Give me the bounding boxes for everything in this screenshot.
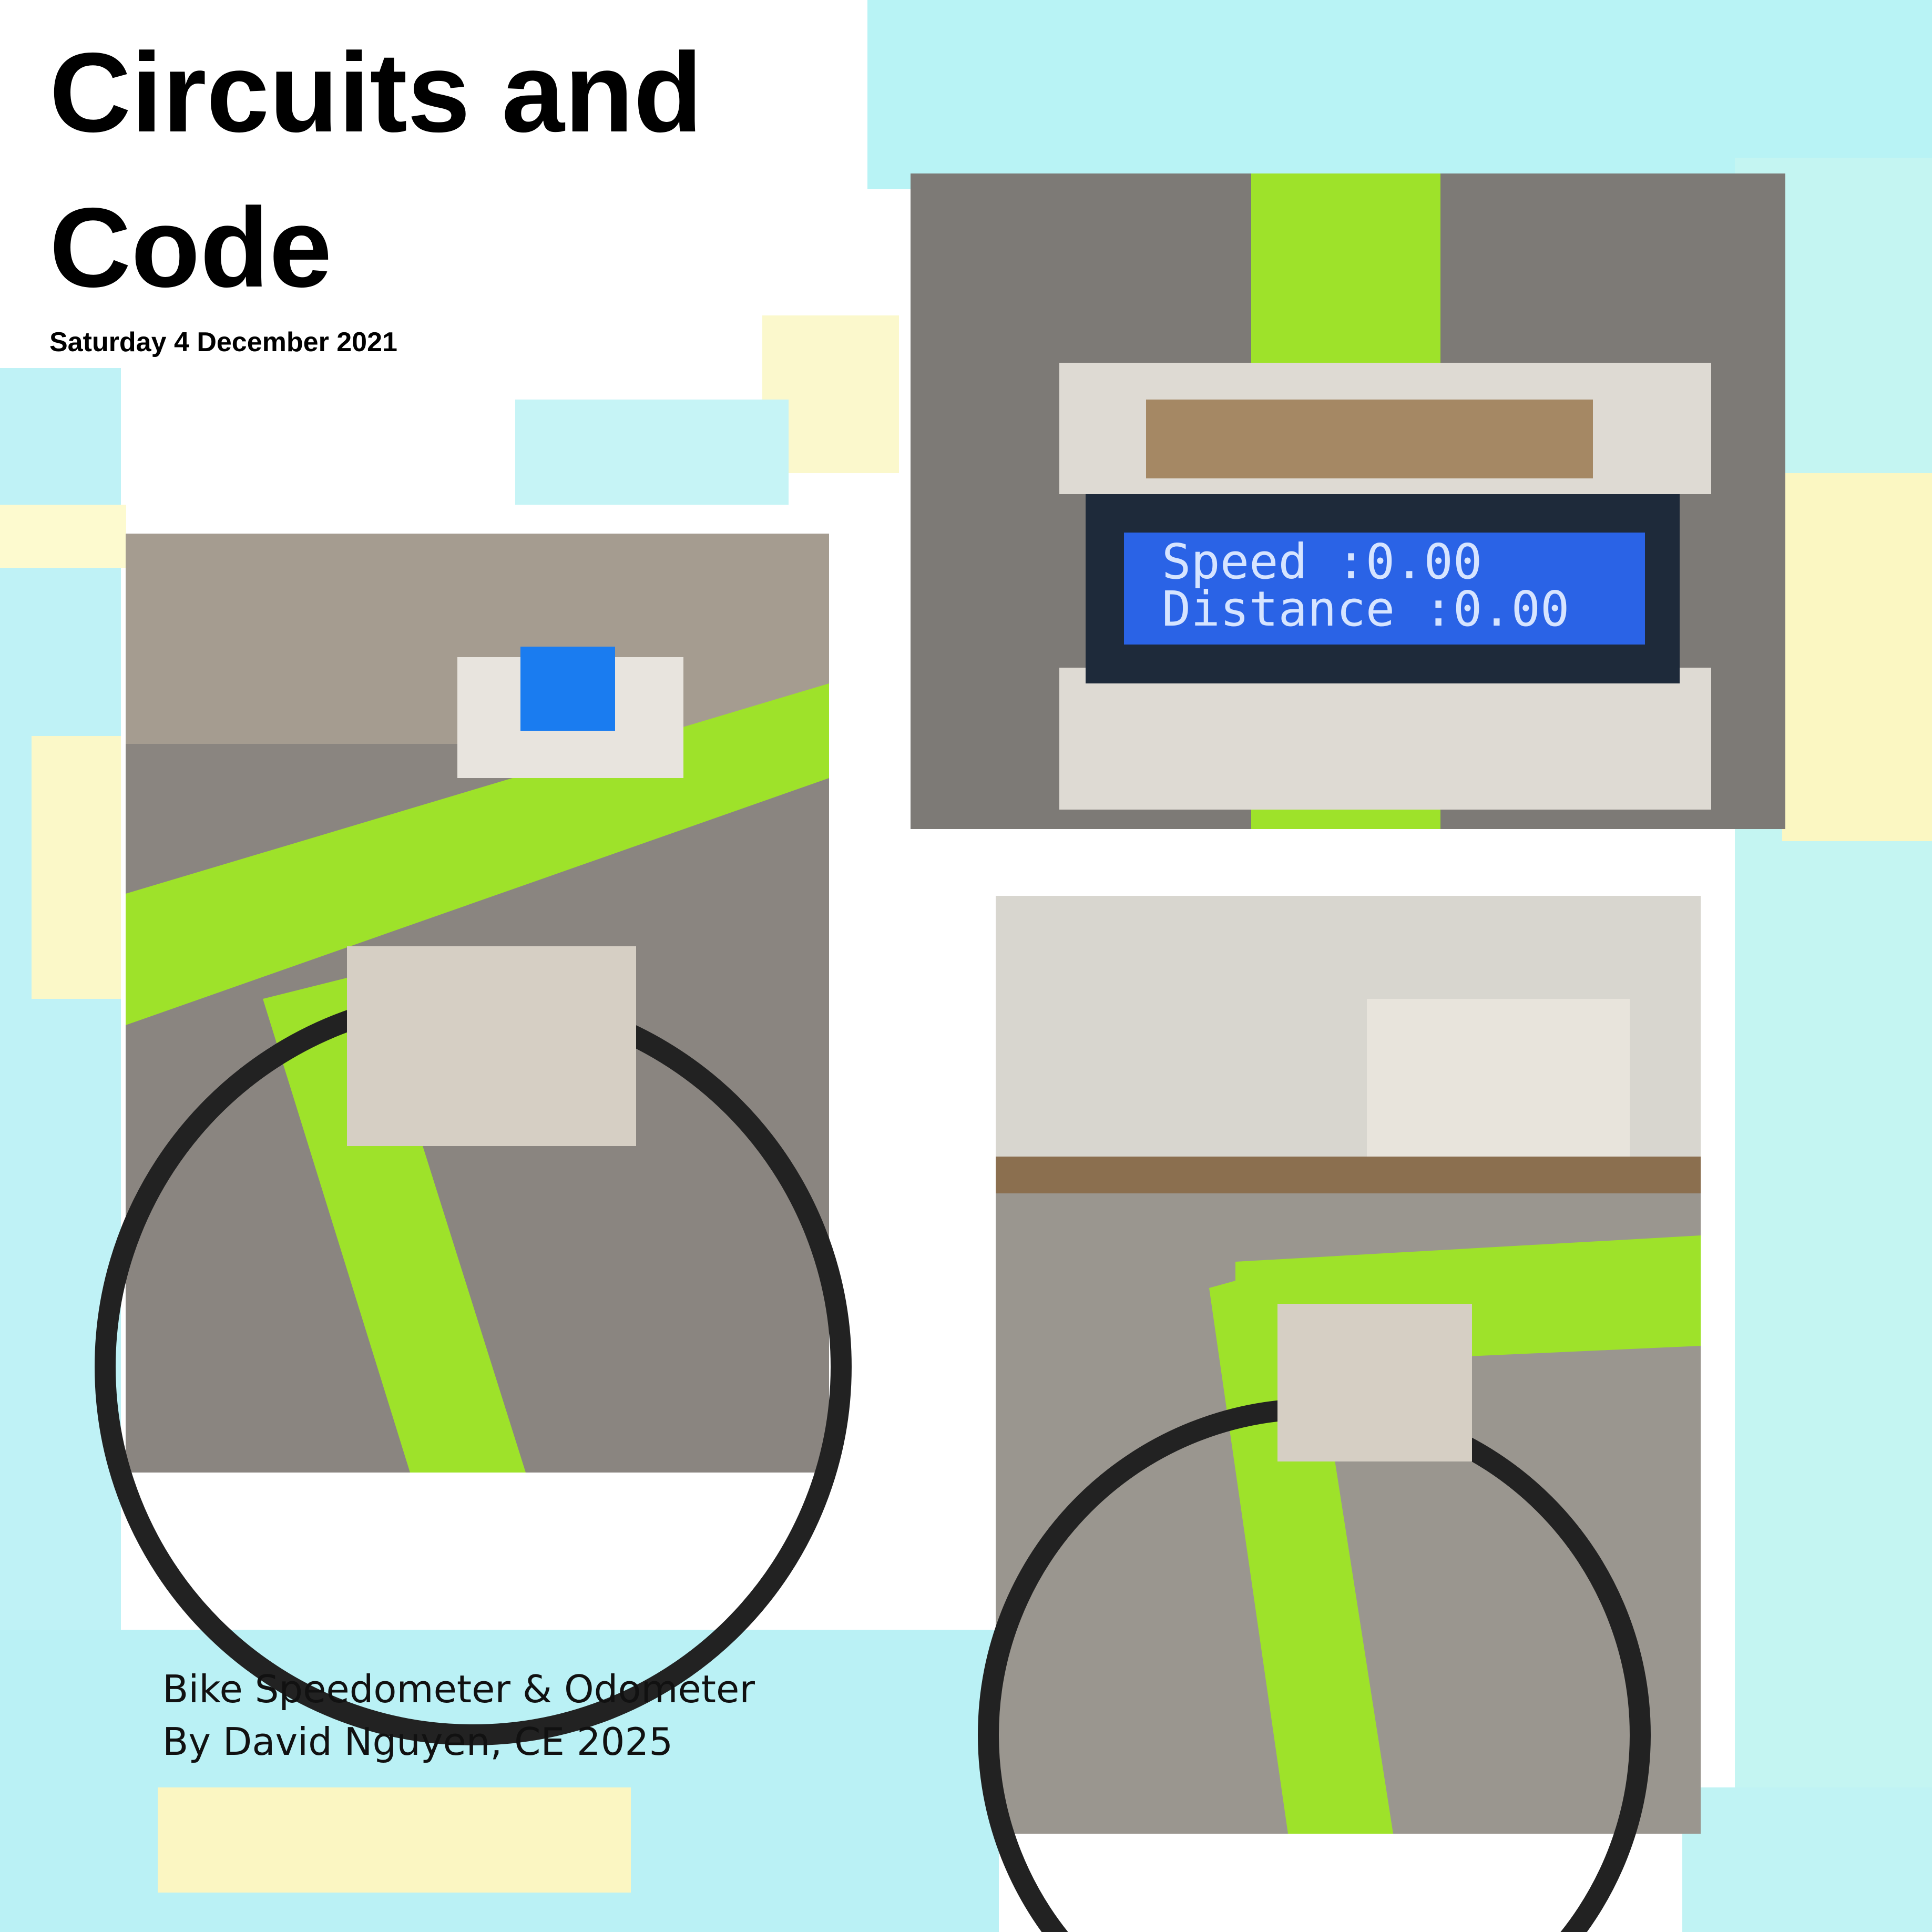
title-line: Circuits and <box>49 29 702 156</box>
lcd-line: Speed :0.00 <box>1162 534 1482 590</box>
caption-line: By David Nguyen, CE 2025 <box>162 1720 673 1764</box>
photo-bike-top <box>95 534 852 1745</box>
date: Saturday 4 December 2021 <box>49 327 397 357</box>
photo-lcd: Speed :0.00 Distance :0.00 <box>911 173 1785 829</box>
caption-line: Bike Speedometer & Odometer <box>162 1667 755 1711</box>
lcd-line: Distance :0.00 <box>1162 581 1569 637</box>
photo-bike-side <box>978 896 1701 1932</box>
title-line: Code <box>49 184 332 311</box>
